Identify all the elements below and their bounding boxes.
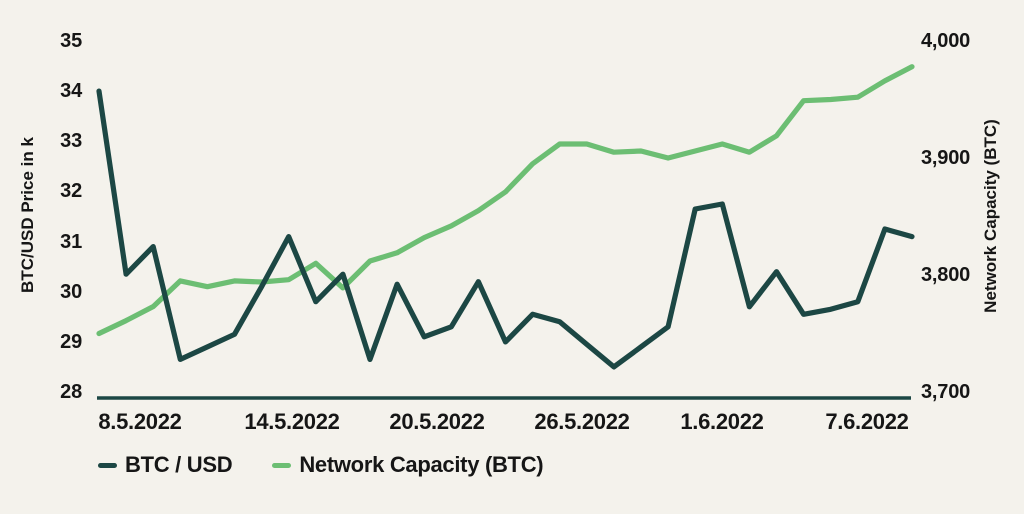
y-right-tick-label: 3,700 [921, 381, 971, 403]
x-tick-label: 14.5.2022 [244, 409, 340, 434]
y-right-tick-label: 3,900 [921, 147, 971, 169]
y-right-tick-label: 4,000 [921, 30, 971, 52]
network-capacity-line [96, 64, 915, 337]
y-left-tick-label: 33 [60, 130, 82, 153]
legend: BTC / USD Network Capacity (BTC) [98, 451, 544, 479]
x-tick-label: 1.6.2022 [680, 409, 764, 434]
legend-dash-btc-usd [98, 462, 117, 468]
y-right-tick-label: 3,800 [921, 264, 971, 286]
legend-label-network-capacity: Network Capacity (BTC) [299, 452, 544, 477]
y-left-tick-label: 35 [60, 30, 82, 52]
btc-usd-line [96, 88, 915, 370]
y-left-tick-label: 30 [60, 280, 82, 303]
legend-item-btc-usd: BTC / USD [98, 452, 233, 478]
legend-dash-network-capacity [272, 462, 292, 468]
y-left-tick-label: 29 [60, 330, 82, 353]
y-left-tick-label: 31 [60, 230, 82, 253]
y-left-tick-label: 34 [60, 80, 82, 103]
x-tick-label: 26.5.2022 [534, 409, 630, 434]
y-left-tick-label: 32 [60, 180, 82, 203]
x-tick-label: 8.5.2022 [98, 409, 182, 434]
legend-item-network-capacity: Network Capacity (BTC) [272, 452, 544, 478]
x-tick-label: 7.6.2022 [825, 409, 909, 434]
x-tick-label: 20.5.2022 [389, 409, 485, 434]
legend-label-btc-usd: BTC / USD [125, 452, 233, 477]
y-left-tick-label: 28 [60, 381, 82, 403]
